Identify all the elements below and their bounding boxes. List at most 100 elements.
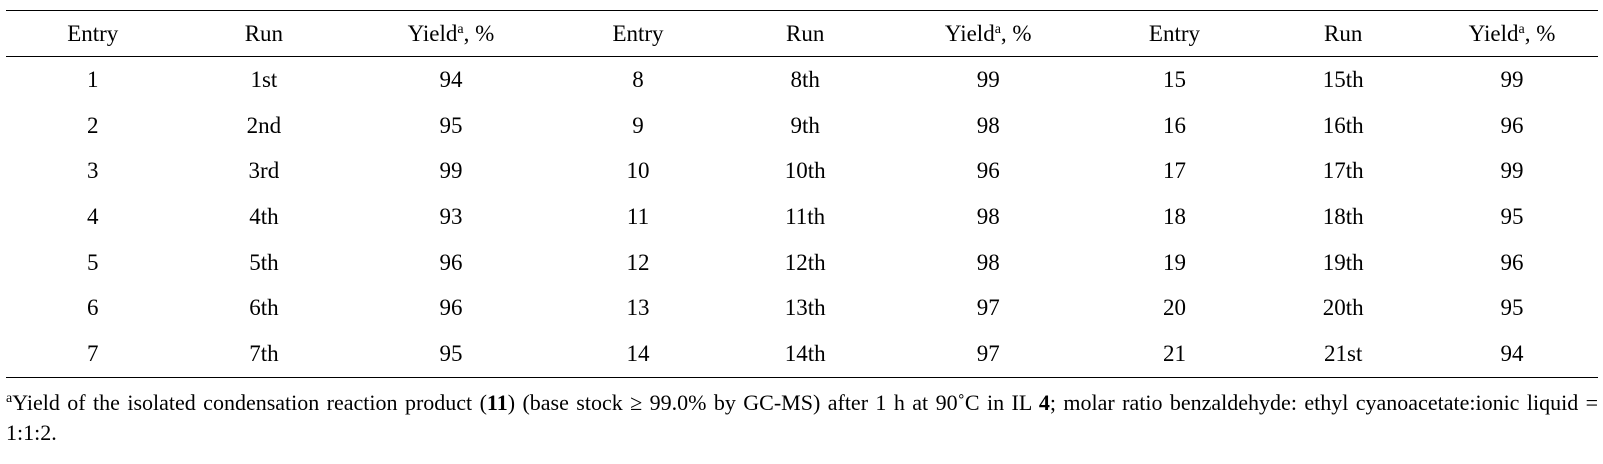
- table-cell: 14: [553, 331, 723, 378]
- table-cell: 5th: [249, 249, 279, 275]
- table-cell: 16th: [1322, 112, 1364, 138]
- table-cell: 11: [626, 203, 650, 229]
- column-header-label: Entry: [67, 20, 119, 46]
- table-cell: 9: [632, 112, 644, 138]
- column-header-label: Run: [244, 20, 284, 46]
- table-cell: 16: [1162, 112, 1186, 138]
- table-cell: 95: [1500, 203, 1524, 229]
- table-row: 6 6th 96 13 13th 97 20 20th 95: [6, 285, 1598, 331]
- column-header-label: Yield: [407, 20, 458, 46]
- table-cell: 2: [87, 112, 99, 138]
- column-header: Run: [722, 10, 888, 57]
- table-cell: 3rd: [248, 158, 280, 184]
- table-cell: 7: [6, 331, 180, 378]
- column-header-footnote-marker: a: [457, 21, 464, 37]
- table-cell: 97: [887, 331, 1089, 378]
- column-header: Yielda, %: [348, 10, 554, 57]
- table-cell: 99: [1500, 66, 1524, 92]
- table-cell: 6: [87, 295, 99, 321]
- table-cell: 96: [976, 158, 1000, 184]
- table-cell: 10: [626, 158, 650, 184]
- table-cell: 15: [1162, 66, 1186, 92]
- table-cell: 4th: [249, 203, 279, 229]
- table-cell: 15th: [1322, 66, 1364, 92]
- table-cell: 20: [1162, 295, 1186, 321]
- table-row: 1 1st 94 8 8th 99 15 15th 99: [6, 57, 1598, 103]
- table-row: 7 7th 95 14 14th 97 21 21st 94: [6, 331, 1598, 378]
- table-cell: 96: [1500, 112, 1524, 138]
- table-cell: 12th: [784, 249, 826, 275]
- table-cell: 94: [439, 66, 463, 92]
- table-cell: 13: [626, 295, 650, 321]
- table-cell: 21st: [1260, 331, 1426, 378]
- table-cell: 7th: [179, 331, 349, 378]
- table-cell: 6th: [249, 295, 279, 321]
- table-cell: 13th: [784, 295, 826, 321]
- table-cell: 11th: [785, 203, 826, 229]
- table-cell: 19th: [1322, 249, 1364, 275]
- table-cell: 20th: [1322, 295, 1364, 321]
- footnote-text-1: Yield of the isolated condensation react…: [12, 390, 487, 415]
- column-header-unit: , %: [1000, 20, 1032, 46]
- table-cell: 12: [626, 249, 650, 275]
- table-body: 1 1st 94 8 8th 99 15 15th 99 2 2nd 95 9 9th 98 16 16th 96…: [6, 57, 1598, 378]
- table-cell: 18: [1162, 203, 1186, 229]
- table-cell: 5: [87, 249, 99, 275]
- table-cell: 96: [439, 295, 463, 321]
- footnote-text-3: ; molar ratio benzaldehyde: ethyl cyanoa…: [6, 390, 1599, 445]
- table-footnote: aYield of the isolated condensation reac…: [6, 388, 1598, 448]
- column-header: Run: [179, 10, 349, 57]
- footnote-text-2: ) (base stock ≥ 99.0% by GC-MS) after 1 …: [507, 390, 1039, 415]
- column-header-footnote-marker: a: [994, 21, 1001, 37]
- table-cell: 99: [1500, 158, 1524, 184]
- table-row: 3 3rd 99 10 10th 96 17 17th 99: [6, 148, 1598, 194]
- table-cell: 99: [439, 158, 463, 184]
- column-header: Yielda, %: [1426, 10, 1598, 57]
- results-table-container: Entry Run Yielda, % Entry Run Yielda, % Entry R…: [6, 10, 1598, 378]
- table-cell: 8: [632, 66, 644, 92]
- table-cell: 2nd: [246, 112, 282, 138]
- results-table: Entry Run Yielda, % Entry Run Yielda, % Entry R…: [6, 10, 1598, 378]
- column-header-label: Yield: [1468, 20, 1519, 46]
- header-row: Entry Run Yielda, % Entry Run Yielda, % Entry R…: [6, 10, 1598, 57]
- table-cell: 14th: [722, 331, 888, 378]
- table-cell: 95: [1500, 295, 1524, 321]
- table-cell: 19: [1162, 249, 1186, 275]
- table-cell: 3: [87, 158, 99, 184]
- table-cell: 21: [1088, 331, 1261, 378]
- footnote-compound-number: 11: [486, 390, 508, 415]
- column-header-label: Yield: [944, 20, 995, 46]
- table-cell: 99: [976, 66, 1000, 92]
- table-cell: 96: [439, 249, 463, 275]
- footnote-ionic-liquid-number: 4: [1038, 390, 1050, 415]
- table-cell: 8th: [790, 66, 820, 92]
- table-row: 5 5th 96 12 12th 98 19 19th 96: [6, 240, 1598, 286]
- column-header: Entry: [6, 10, 180, 57]
- footnote-marker: a: [6, 391, 13, 406]
- column-header-label: Entry: [612, 20, 664, 46]
- table-cell: 95: [348, 331, 554, 378]
- table-row: 4 4th 93 11 11th 98 18 18th 95: [6, 194, 1598, 240]
- table-cell: 4: [87, 203, 99, 229]
- table-cell: 10th: [784, 158, 826, 184]
- table-cell: 93: [439, 203, 463, 229]
- column-header: Yielda, %: [887, 10, 1089, 57]
- table-cell: 95: [439, 112, 463, 138]
- table-cell: 98: [976, 112, 1000, 138]
- table-cell: 97: [976, 295, 1000, 321]
- column-header: Entry: [1088, 10, 1261, 57]
- column-header: Run: [1260, 10, 1426, 57]
- column-header-label: Run: [785, 20, 825, 46]
- table-cell: 1st: [250, 66, 278, 92]
- column-header-footnote-marker: a: [1518, 21, 1525, 37]
- table-row: 2 2nd 95 9 9th 98 16 16th 96: [6, 103, 1598, 149]
- table-cell: 98: [976, 203, 1000, 229]
- table-cell: 17: [1162, 158, 1186, 184]
- table-cell: 96: [1500, 249, 1524, 275]
- column-header-unit: , %: [1524, 20, 1556, 46]
- table-cell: 18th: [1322, 203, 1364, 229]
- table-cell: 94: [1426, 331, 1598, 378]
- column-header-label: Run: [1324, 20, 1363, 46]
- column-header-label: Entry: [1148, 20, 1201, 46]
- column-header-unit: , %: [463, 20, 495, 46]
